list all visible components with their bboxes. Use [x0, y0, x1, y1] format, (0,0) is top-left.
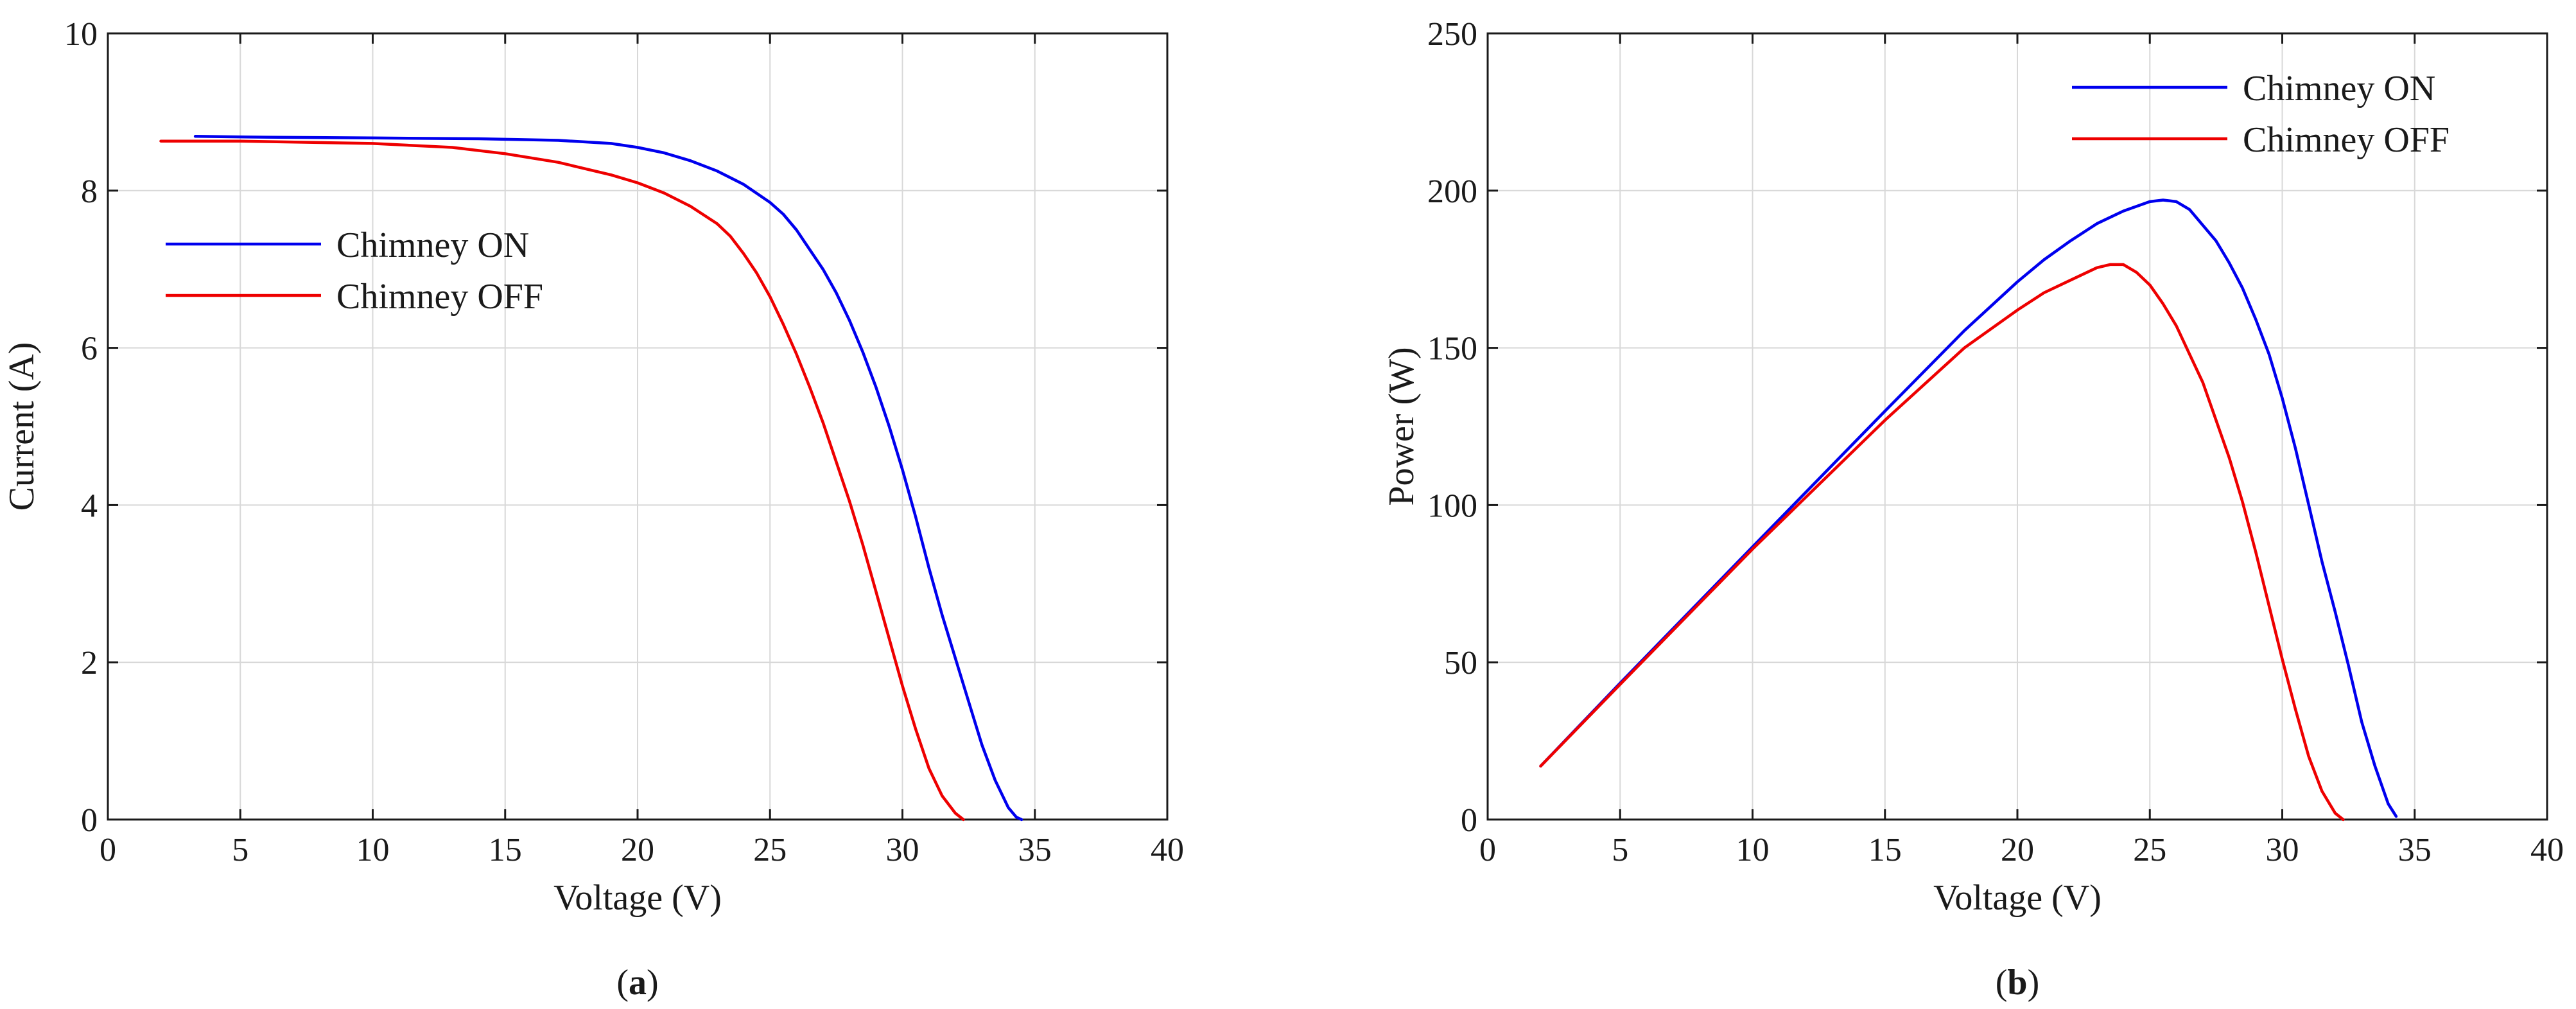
x-tick-label: 0 — [1479, 832, 1496, 868]
legend-label: Chimney OFF — [336, 277, 543, 317]
x-tick-label: 10 — [1736, 832, 1770, 868]
y-tick-label: 10 — [64, 16, 98, 53]
x-tick-label: 30 — [886, 832, 919, 868]
y-tick-label: 4 — [81, 487, 98, 524]
series-line-chimney-off — [159, 139, 965, 821]
x-tick-label: 20 — [2001, 832, 2034, 868]
y-tick-label: 150 — [1427, 331, 1477, 367]
y-tick-label: 50 — [1444, 645, 1477, 681]
x-tick-label: 30 — [2266, 832, 2299, 868]
panel-caption-open: ( — [1996, 963, 2008, 1003]
chart-panel-b: 0 5 10 15 20 25 30 35 40 0 50 100 150 200 250 Voltage (… — [1382, 16, 2564, 1003]
x-tick-label: 25 — [2133, 832, 2166, 868]
series-line-chimney-on — [1539, 198, 2398, 818]
x-tick-label: 35 — [2398, 832, 2432, 868]
chart-panel-a: 0 5 10 15 20 25 30 35 40 0 2 4 6 8 10 Voltage (V) Curren… — [2, 16, 1184, 1003]
panel-caption-close: ) — [647, 963, 659, 1003]
legend-label: Chimney OFF — [2243, 120, 2450, 160]
x-tick-label: 20 — [621, 832, 654, 868]
panel-caption-letter: b — [2007, 963, 2027, 1003]
y-axis-label: Power (W) — [1382, 347, 1422, 505]
panel-caption: (a) — [616, 963, 658, 1003]
x-tick-label: 5 — [232, 832, 248, 868]
x-tick-label: 15 — [489, 832, 522, 868]
x-tick-label: 40 — [2530, 832, 2564, 868]
y-tick-label: 100 — [1427, 487, 1477, 524]
x-tick-label: 10 — [356, 832, 390, 868]
x-tick-label: 15 — [1868, 832, 1902, 868]
series-line-chimney-on — [193, 135, 1023, 821]
series-line-chimney-off — [1539, 263, 2345, 821]
y-tick-label: 200 — [1427, 173, 1477, 210]
legend-label: Chimney ON — [336, 225, 529, 265]
x-axis-label: Voltage (V) — [553, 878, 722, 918]
x-tick-label: 25 — [753, 832, 787, 868]
y-tick-label: 2 — [81, 645, 98, 681]
panel-caption-letter: a — [629, 963, 647, 1003]
panel-caption-open: ( — [616, 963, 629, 1003]
y-tick-label: 0 — [81, 802, 98, 839]
y-axis-label: Current (A) — [2, 342, 42, 511]
panel-caption-close: ) — [2028, 963, 2040, 1003]
x-axis-label: Voltage (V) — [1933, 878, 2102, 918]
y-tick-label: 0 — [1461, 802, 1477, 839]
x-tick-label: 5 — [1612, 832, 1628, 868]
legend-label: Chimney ON — [2243, 69, 2435, 109]
y-tick-label: 250 — [1427, 16, 1477, 53]
y-tick-label: 8 — [81, 173, 98, 210]
x-tick-label: 0 — [100, 832, 116, 868]
x-tick-label: 40 — [1151, 832, 1184, 868]
panel-caption: (b) — [1996, 963, 2039, 1003]
x-tick-label: 35 — [1018, 832, 1052, 868]
y-tick-label: 6 — [81, 331, 98, 367]
